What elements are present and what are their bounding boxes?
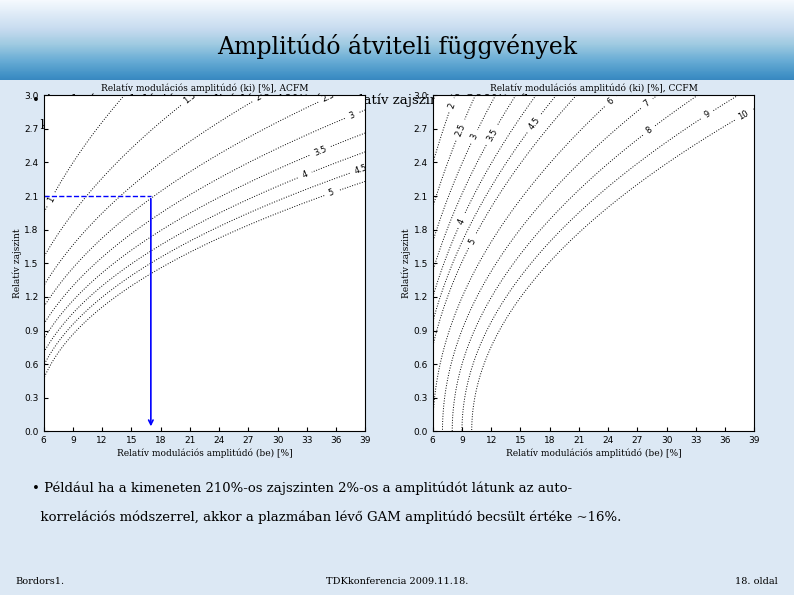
Text: 4.5: 4.5	[526, 115, 542, 131]
Text: korrelációs módszerrel, akkor a plazmában lévő GAM amplitúdó becsült értéke ~16%: korrelációs módszerrel, akkor a plazmába…	[32, 510, 621, 524]
Text: • A relatív modulációs amplitúdó (0-40%) és a relatív zajszint (0-300%) síkon a: • A relatív modulációs amplitúdó (0-40%)…	[32, 93, 561, 107]
Text: 2.5: 2.5	[321, 90, 337, 104]
Text: 1: 1	[45, 195, 56, 204]
Title: Relatív modulációs amplitúdó (ki) [%], CCFM: Relatív modulációs amplitúdó (ki) [%], C…	[490, 83, 697, 93]
Text: 1.5: 1.5	[182, 90, 198, 106]
Text: 8: 8	[644, 126, 653, 136]
Y-axis label: Relatív zajszint: Relatív zajszint	[12, 228, 21, 298]
Title: Relatív modulációs amplitúdó (ki) [%], ACFM: Relatív modulációs amplitúdó (ki) [%], A…	[101, 83, 308, 93]
Text: 3.5: 3.5	[484, 127, 499, 143]
Text: 2.5: 2.5	[453, 123, 467, 138]
Text: 2: 2	[446, 101, 457, 109]
Text: 3.5: 3.5	[312, 144, 328, 158]
Text: 4: 4	[301, 170, 309, 180]
Text: TDKkonferencia 2009.11.18.: TDKkonferencia 2009.11.18.	[326, 577, 468, 585]
Text: 5: 5	[327, 188, 335, 198]
Text: 3: 3	[348, 110, 356, 121]
Text: 5: 5	[467, 237, 477, 246]
Text: 10: 10	[737, 108, 750, 121]
Text: 7: 7	[642, 98, 652, 109]
Y-axis label: Relatív zajszint: Relatív zajszint	[401, 228, 410, 298]
X-axis label: Relatív modulációs amplitúdó (be) [%]: Relatív modulációs amplitúdó (be) [%]	[506, 448, 681, 458]
Text: • Például ha a kimeneten 210%-os zajszinten 2%-os a amplitúdót látunk az auto-: • Például ha a kimeneten 210%-os zajszin…	[32, 482, 572, 495]
Text: 6: 6	[605, 96, 615, 107]
Text: Bordors1.: Bordors1.	[16, 577, 65, 585]
Text: 2: 2	[254, 93, 264, 103]
Text: 4.5: 4.5	[353, 163, 368, 176]
Text: 4: 4	[456, 217, 466, 226]
Text: Amplitúdó átviteli függvények: Amplitúdó átviteli függvények	[217, 34, 577, 59]
Text: kimenő relatív modulációs amplitúdó számolása.: kimenő relatív modulációs amplitúdó szám…	[32, 119, 366, 133]
X-axis label: Relatív modulációs amplitúdó (be) [%]: Relatív modulációs amplitúdó (be) [%]	[117, 448, 292, 458]
Text: 3: 3	[469, 133, 480, 141]
Text: 18. oldal: 18. oldal	[735, 577, 778, 585]
Text: 9: 9	[703, 109, 711, 120]
